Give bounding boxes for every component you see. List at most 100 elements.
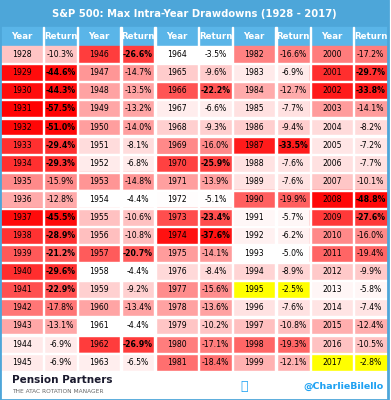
- Text: -7.6%: -7.6%: [282, 177, 304, 186]
- Bar: [77, 208, 121, 226]
- Text: -33.8%: -33.8%: [356, 86, 386, 95]
- Bar: [353, 317, 387, 335]
- Text: -17.1%: -17.1%: [202, 340, 229, 348]
- Bar: [77, 299, 121, 317]
- Text: 1945: 1945: [12, 358, 32, 367]
- Bar: [233, 82, 276, 100]
- Bar: [155, 353, 199, 371]
- Bar: [121, 172, 155, 190]
- Text: -10.3%: -10.3%: [47, 50, 74, 59]
- Bar: [353, 118, 387, 136]
- Bar: [0, 335, 43, 353]
- Bar: [353, 190, 387, 208]
- Bar: [0, 172, 43, 190]
- Bar: [155, 82, 199, 100]
- Bar: [77, 82, 121, 100]
- Bar: [0, 0, 387, 27]
- Bar: [0, 299, 43, 317]
- Text: THE ATAC ROTATION MANAGER: THE ATAC ROTATION MANAGER: [12, 390, 103, 394]
- Text: 2003: 2003: [322, 104, 342, 114]
- Bar: [0, 100, 43, 118]
- Text: -51.0%: -51.0%: [45, 122, 75, 132]
- Bar: [121, 263, 155, 281]
- Bar: [155, 64, 199, 82]
- Text: -48.8%: -48.8%: [355, 195, 386, 204]
- Text: -10.8%: -10.8%: [280, 322, 307, 330]
- Text: 1980: 1980: [167, 340, 187, 348]
- Bar: [155, 208, 199, 226]
- Bar: [0, 244, 387, 245]
- Bar: [276, 136, 310, 154]
- Text: -23.4%: -23.4%: [201, 213, 231, 222]
- Text: 1960: 1960: [90, 303, 109, 312]
- Bar: [233, 353, 276, 371]
- Bar: [310, 46, 353, 64]
- Bar: [198, 27, 199, 371]
- Text: -14.0%: -14.0%: [124, 122, 152, 132]
- Text: Year: Year: [11, 32, 32, 41]
- Bar: [43, 100, 77, 118]
- Bar: [0, 154, 43, 172]
- Text: Year: Year: [321, 32, 343, 41]
- Text: Year: Year: [88, 32, 110, 41]
- Text: 1934: 1934: [12, 159, 32, 168]
- Bar: [0, 263, 43, 281]
- Text: 2015: 2015: [322, 322, 342, 330]
- Bar: [199, 118, 233, 136]
- Bar: [310, 335, 353, 353]
- Text: 1996: 1996: [244, 303, 264, 312]
- Bar: [77, 64, 121, 82]
- Text: 1968: 1968: [167, 122, 187, 132]
- Text: -45.5%: -45.5%: [45, 213, 75, 222]
- Bar: [43, 208, 77, 226]
- Bar: [155, 226, 199, 244]
- Text: -18.4%: -18.4%: [202, 358, 229, 367]
- Text: -44.3%: -44.3%: [45, 86, 75, 95]
- Bar: [0, 262, 387, 263]
- Text: 2005: 2005: [322, 140, 342, 150]
- Bar: [353, 27, 387, 46]
- Bar: [199, 172, 233, 190]
- Bar: [43, 136, 77, 154]
- Bar: [43, 335, 77, 353]
- Text: 1928: 1928: [12, 50, 32, 59]
- Text: 1999: 1999: [244, 358, 264, 367]
- Text: 1971: 1971: [167, 177, 187, 186]
- Text: -14.7%: -14.7%: [124, 68, 152, 77]
- Text: 1942: 1942: [12, 303, 32, 312]
- Bar: [155, 317, 199, 335]
- Bar: [155, 136, 199, 154]
- Text: 1955: 1955: [90, 213, 109, 222]
- Text: Return: Return: [276, 32, 310, 41]
- Text: 1954: 1954: [90, 195, 109, 204]
- Bar: [199, 317, 233, 335]
- Bar: [310, 27, 353, 46]
- Bar: [276, 335, 310, 353]
- Text: 1995: 1995: [244, 285, 264, 294]
- Bar: [199, 281, 233, 299]
- Bar: [77, 353, 121, 371]
- Bar: [233, 299, 276, 317]
- Text: -26.6%: -26.6%: [123, 50, 153, 59]
- Text: -7.7%: -7.7%: [359, 159, 382, 168]
- Bar: [353, 226, 387, 244]
- Bar: [43, 190, 77, 208]
- Bar: [121, 100, 155, 118]
- Bar: [310, 190, 353, 208]
- Bar: [121, 299, 155, 317]
- Bar: [233, 154, 276, 172]
- Text: 1981: 1981: [167, 358, 187, 367]
- Text: -2.8%: -2.8%: [359, 358, 382, 367]
- Text: 1991: 1991: [244, 213, 264, 222]
- Text: -37.6%: -37.6%: [201, 231, 230, 240]
- Bar: [155, 263, 199, 281]
- Bar: [0, 208, 387, 209]
- Bar: [0, 298, 387, 300]
- Bar: [199, 299, 233, 317]
- Bar: [276, 100, 310, 118]
- Text: 1986: 1986: [244, 122, 264, 132]
- Bar: [43, 263, 77, 281]
- Bar: [43, 82, 77, 100]
- Text: -14.1%: -14.1%: [202, 249, 229, 258]
- Bar: [276, 118, 310, 136]
